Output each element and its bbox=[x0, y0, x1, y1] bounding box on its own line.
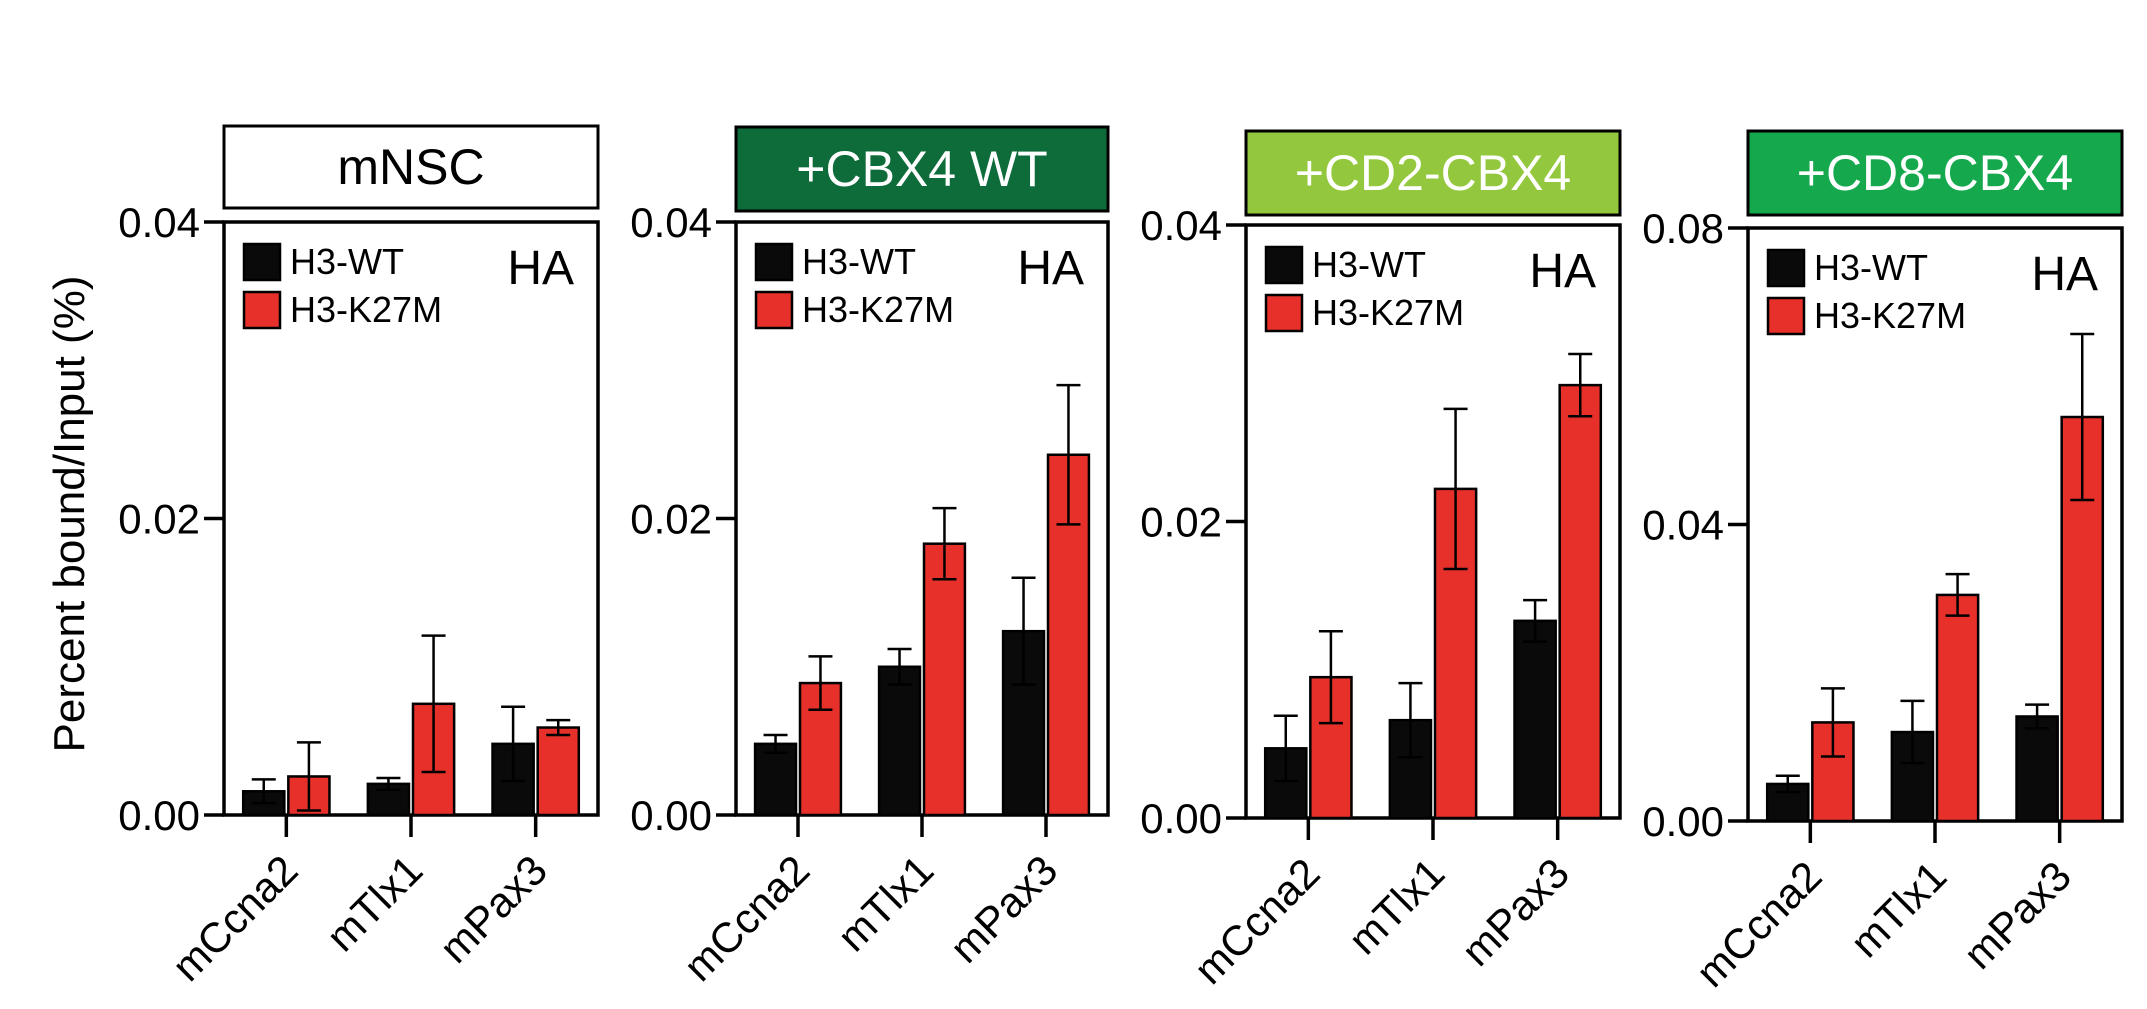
y-tick-label: 0.04 bbox=[630, 199, 712, 246]
bar-h3-k27m bbox=[1558, 383, 1603, 820]
x-tick-label: mCcna2 bbox=[163, 846, 307, 990]
panel-title: mNSC bbox=[337, 139, 484, 195]
bar-h3-k27m bbox=[922, 542, 967, 817]
legend-swatch bbox=[1766, 248, 1806, 288]
bar-h3-k27m bbox=[1811, 721, 1855, 823]
legend-swatch bbox=[754, 242, 794, 282]
bar-h3-wt bbox=[1890, 730, 1935, 823]
x-tick-label: mPax3 bbox=[1452, 849, 1578, 975]
legend-swatch bbox=[1766, 296, 1806, 336]
legend-label: H3-WT bbox=[1814, 247, 1928, 288]
y-tick-label: 0.00 bbox=[118, 792, 200, 839]
legend-swatch bbox=[754, 290, 794, 330]
x-tick-label: mTlx1 bbox=[317, 846, 431, 960]
bar-h3-wt bbox=[753, 742, 798, 817]
panel-annotation: HA bbox=[1529, 245, 1596, 298]
legend-label: H3-K27M bbox=[1814, 295, 1966, 336]
panel-title: +CD2-CBX4 bbox=[1295, 145, 1572, 201]
y-tick-label: 0.08 bbox=[1642, 205, 1724, 252]
y-tick-label: 0.04 bbox=[118, 199, 200, 246]
legend-label: H3-K27M bbox=[802, 289, 954, 330]
panel-2: +CBX4 WT 0.00 0.02 0.04 H3-WT H3-K27M HA mCcna2… bbox=[630, 125, 1110, 990]
bar-h3-wt bbox=[877, 665, 922, 817]
legend-swatch bbox=[242, 290, 282, 330]
panel-4: +CD8-CBX4 0.00 0.04 0.08 H3-WT H3-K27M HA mCcna… bbox=[1642, 129, 2124, 996]
panel-title-box bbox=[222, 124, 600, 210]
y-tick-label: 0.02 bbox=[1140, 499, 1222, 546]
x-tick-label: mPax3 bbox=[941, 846, 1067, 972]
panel-title: +CBX4 WT bbox=[796, 141, 1047, 197]
y-tick-label: 0.00 bbox=[630, 792, 712, 839]
legend-label: H3-WT bbox=[290, 241, 404, 282]
x-tick-label: mPax3 bbox=[430, 846, 556, 972]
y-tick-label: 0.04 bbox=[1642, 502, 1724, 549]
panel-title-box bbox=[734, 125, 1110, 213]
panel-1: mNSC 0.00 0.02 0.04 H3-WT H3-K27M HA mCcna2 mTlx… bbox=[118, 124, 600, 990]
panel-annotation: HA bbox=[507, 242, 574, 295]
x-tick-label: mTlx1 bbox=[1841, 852, 1955, 966]
bar-h3-wt bbox=[2015, 715, 2059, 823]
x-tick-label: mCcna2 bbox=[675, 846, 819, 990]
y-tick-label: 0.00 bbox=[1642, 798, 1724, 845]
legend-swatch bbox=[242, 242, 282, 282]
x-tick-label: mCcna2 bbox=[1185, 849, 1329, 993]
bar-h3-wt bbox=[1513, 619, 1557, 820]
x-tick-label: mCcna2 bbox=[1687, 852, 1831, 996]
y-axis-label: Percent bound/Input (%) bbox=[45, 276, 94, 753]
x-tick-label: mPax3 bbox=[1954, 852, 2080, 978]
panel-annotation: HA bbox=[1017, 242, 1084, 295]
y-tick-label: 0.02 bbox=[118, 496, 200, 543]
legend-label: H3-WT bbox=[802, 241, 916, 282]
panel-annotation: HA bbox=[2031, 248, 2098, 301]
legend-label: H3-K27M bbox=[1312, 292, 1464, 333]
y-tick-label: 0.02 bbox=[630, 496, 712, 543]
x-tick-label: mTlx1 bbox=[1339, 849, 1453, 963]
bar-h3-k27m bbox=[536, 726, 581, 817]
y-tick-label: 0.00 bbox=[1140, 795, 1222, 842]
bar-h3-k27m bbox=[1935, 593, 1980, 823]
x-tick-label: mTlx1 bbox=[828, 846, 942, 960]
y-tick-label: 0.04 bbox=[1140, 202, 1222, 249]
legend-label: H3-WT bbox=[1312, 244, 1426, 285]
panel-title: +CD8-CBX4 bbox=[1797, 145, 2074, 201]
panel-title-box bbox=[1746, 129, 2124, 217]
legend-label: H3-K27M bbox=[290, 289, 442, 330]
panel-title-box bbox=[1244, 129, 1622, 217]
panel-3: +CD2-CBX4 0.00 0.02 0.04 H3-WT H3-K27M HA mCcna… bbox=[1140, 129, 1622, 993]
legend-swatch bbox=[1264, 293, 1304, 333]
legend-swatch bbox=[1264, 245, 1304, 285]
